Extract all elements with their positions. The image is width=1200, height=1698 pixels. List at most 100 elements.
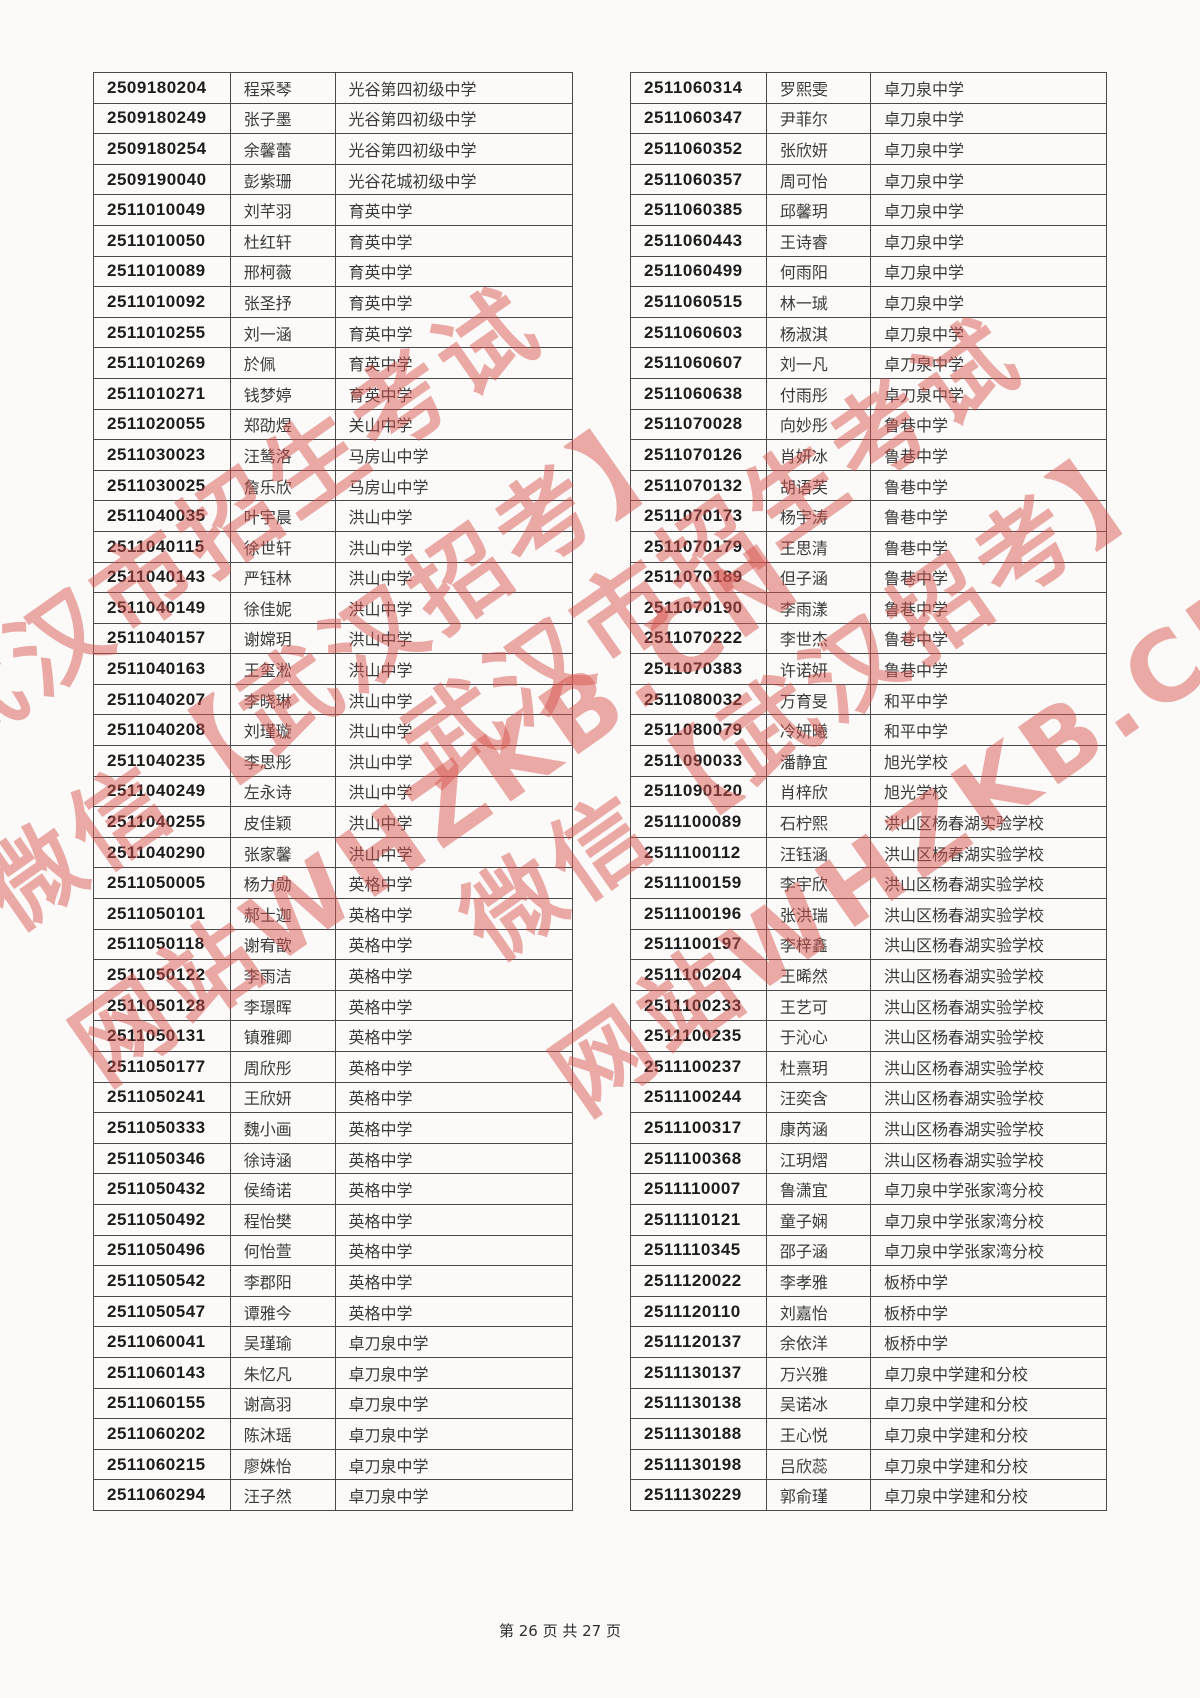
student-name-cell: 谭雅今 (229, 1295, 336, 1328)
table-row: 2511090033 潘静宜 旭光学校 (630, 745, 1107, 777)
student-id-cell: 2511100237 (630, 1051, 767, 1083)
table-row: 2511060638 付雨彤 卓刀泉中学 (630, 377, 1107, 410)
table-row: 2511050122 李雨洁 英格中学 (93, 959, 574, 991)
table-row: 2511050547 谭雅今 英格中学 (93, 1295, 574, 1328)
student-id-cell: 2511070222 (630, 622, 767, 655)
student-id-cell: 2511060155 (93, 1387, 231, 1420)
school-name-cell: 鲁巷中学 (870, 439, 1107, 471)
student-id-cell: 2511020055 (93, 408, 231, 441)
student-name-cell: 李世杰 (765, 622, 872, 655)
school-name-cell: 英格中学 (334, 959, 574, 991)
student-id-cell: 2511040035 (93, 500, 231, 532)
school-name-cell: 卓刀泉中学建和分校 (870, 1448, 1107, 1481)
school-name-cell: 鲁巷中学 (870, 469, 1107, 502)
school-name-cell: 板桥中学 (870, 1295, 1107, 1328)
school-name-cell: 洪山区杨春湖实验学校 (870, 1112, 1107, 1144)
table-row: 2511050118 谢宥歆 英格中学 (93, 928, 574, 961)
school-name-cell: 洪山中学 (334, 622, 574, 655)
table-row: 2511030023 汪鸶洛 马房山中学 (93, 439, 574, 471)
table-row: 2511060603 杨淑淇 卓刀泉中学 (630, 316, 1107, 349)
student-name-cell: 王晞然 (765, 959, 872, 991)
student-name-cell: 彭紫珊 (229, 163, 336, 196)
school-name-cell: 卓刀泉中学 (870, 133, 1107, 165)
school-name-cell: 卓刀泉中学 (870, 255, 1107, 288)
table-row: 2511060385 邱馨玥 卓刀泉中学 (630, 194, 1107, 226)
school-name-cell: 卓刀泉中学建和分校 (870, 1387, 1107, 1420)
student-id-cell: 2511120137 (630, 1326, 767, 1358)
student-name-cell: 镇雅卿 (229, 1020, 336, 1052)
table-row: 2511060347 尹菲尔 卓刀泉中学 (630, 102, 1107, 135)
table-row: 2511120137 余依洋 板桥中学 (630, 1326, 1107, 1358)
student-name-cell: 谢高羽 (229, 1387, 336, 1420)
student-name-cell: 肖梓欣 (765, 775, 872, 808)
school-name-cell: 育英中学 (334, 347, 574, 379)
school-name-cell: 洪山中学 (334, 592, 574, 624)
student-id-cell: 2511100204 (630, 959, 767, 991)
student-name-cell: 刘一凡 (765, 347, 872, 379)
table-row: 2511130138 吴诺冰 卓刀泉中学建和分校 (630, 1387, 1107, 1420)
table-row: 2511010050 杜红轩 育英中学 (93, 224, 574, 257)
student-name-cell: 余馨蕾 (229, 133, 336, 165)
student-name-cell: 康芮涵 (765, 1112, 872, 1144)
student-name-cell: 郝士迦 (229, 898, 336, 930)
school-name-cell: 洪山区杨春湖实验学校 (870, 806, 1107, 838)
table-row: 2511040143 严钰林 洪山中学 (93, 561, 574, 594)
school-name-cell: 卓刀泉中学 (870, 163, 1107, 196)
student-name-cell: 邱馨玥 (765, 194, 872, 226)
student-name-cell: 张洪瑞 (765, 898, 872, 930)
school-name-cell: 卓刀泉中学 (870, 377, 1107, 410)
student-id-cell: 2511060347 (630, 102, 767, 135)
school-name-cell: 卓刀泉中学 (334, 1479, 574, 1511)
student-name-cell: 王玺淞 (229, 653, 336, 685)
student-name-cell: 程采琴 (229, 72, 336, 104)
table-row: 2511010269 於佩 育英中学 (93, 347, 574, 379)
table-row: 2509190040 彭紫珊 光谷花城初级中学 (93, 163, 574, 196)
student-id-cell: 2511060499 (630, 255, 767, 288)
school-name-cell: 洪山区杨春湖实验学校 (870, 898, 1107, 930)
student-name-cell: 潘静宜 (765, 745, 872, 777)
school-name-cell: 马房山中学 (334, 439, 574, 471)
student-name-cell: 朱忆凡 (229, 1356, 336, 1389)
table-row: 2511100233 王艺可 洪山区杨春湖实验学校 (630, 989, 1107, 1022)
table-row: 2511100089 石柠熙 洪山区杨春湖实验学校 (630, 806, 1107, 838)
school-name-cell: 卓刀泉中学 (870, 194, 1107, 226)
table-right-body: 2511060314 罗熙雯 卓刀泉中学 2511060347 尹菲尔 卓刀泉中学 2511… (630, 72, 1107, 1511)
student-name-cell: 刘嘉怡 (765, 1295, 872, 1328)
student-id-cell: 2511060385 (630, 194, 767, 226)
table-row: 2511050177 周欣彤 英格中学 (93, 1051, 574, 1083)
table-row: 2511010271 钱梦婷 育英中学 (93, 377, 574, 410)
student-name-cell: 吴瑾瑜 (229, 1326, 336, 1358)
student-name-cell: 左永诗 (229, 775, 336, 808)
student-id-cell: 2511010092 (93, 286, 231, 318)
table-row: 2511040255 皮佳颖 洪山中学 (93, 806, 574, 838)
student-id-cell: 2511040157 (93, 622, 231, 655)
table-row: 2511080032 万育旻 和平中学 (630, 683, 1107, 716)
student-id-cell: 2511010269 (93, 347, 231, 379)
student-name-cell: 皮佳颖 (229, 806, 336, 838)
school-name-cell: 育英中学 (334, 377, 574, 410)
student-id-cell: 2511050346 (93, 1142, 231, 1175)
table-row: 2511010049 刘芊羽 育英中学 (93, 194, 574, 226)
school-name-cell: 英格中学 (334, 1234, 574, 1267)
school-name-cell: 洪山区杨春湖实验学校 (870, 1051, 1107, 1083)
school-name-cell: 鲁巷中学 (870, 561, 1107, 594)
student-id-cell: 2511100317 (630, 1112, 767, 1144)
table-row: 2511110007 鲁潇宜 卓刀泉中学张家湾分校 (630, 1173, 1107, 1205)
student-id-cell: 2511050128 (93, 989, 231, 1022)
school-name-cell: 洪山中学 (334, 653, 574, 685)
student-id-cell: 2511070126 (630, 439, 767, 471)
school-name-cell: 洪山中学 (334, 775, 574, 808)
table-row: 2511100237 杜熹玥 洪山区杨春湖实验学校 (630, 1051, 1107, 1083)
school-name-cell: 洪山中学 (334, 561, 574, 594)
table-row: 2511100159 李宇欣 洪山区杨春湖实验学校 (630, 867, 1107, 900)
student-id-cell: 2511070179 (630, 530, 767, 563)
student-name-cell: 李璟晖 (229, 989, 336, 1022)
student-name-cell: 侯绮诺 (229, 1173, 336, 1205)
student-id-cell: 2511130188 (630, 1418, 767, 1450)
student-id-cell: 2509180204 (93, 72, 231, 104)
school-name-cell: 光谷第四初级中学 (334, 133, 574, 165)
student-id-cell: 2511040208 (93, 714, 231, 747)
school-name-cell: 洪山中学 (334, 806, 574, 838)
table-row: 2511060294 汪子然 卓刀泉中学 (93, 1479, 574, 1511)
